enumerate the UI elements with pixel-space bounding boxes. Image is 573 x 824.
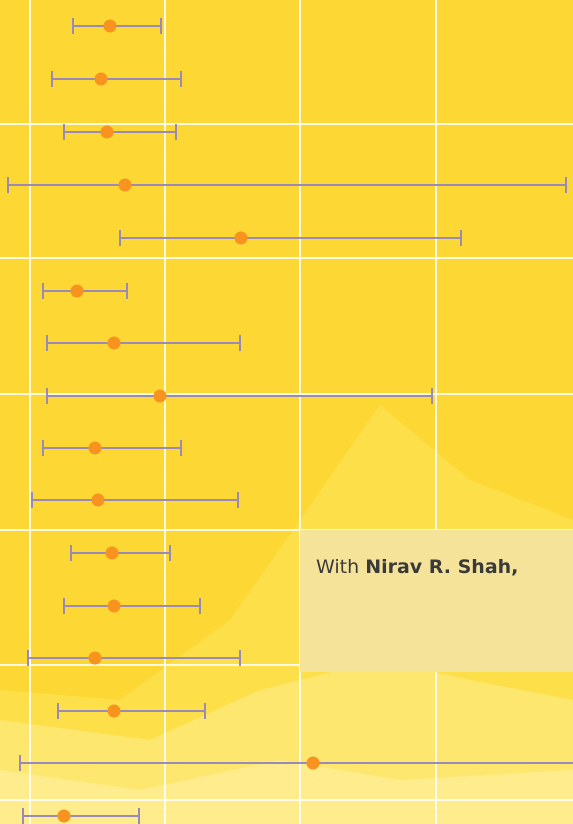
point (101, 126, 114, 139)
caption-lead: With (316, 556, 359, 578)
point (71, 285, 84, 298)
point (119, 179, 132, 192)
point (92, 494, 105, 507)
point (58, 810, 71, 823)
caption-name: Nirav R. Shah, (365, 556, 518, 578)
point (104, 20, 117, 33)
caption-box (300, 530, 573, 672)
point (95, 73, 108, 86)
point (154, 390, 167, 403)
illustration: With Nirav R. Shah, (0, 0, 573, 824)
point (89, 442, 102, 455)
caption: With Nirav R. Shah, (316, 556, 518, 578)
point (108, 705, 121, 718)
point (235, 232, 248, 245)
point (108, 600, 121, 613)
point (108, 337, 121, 350)
page: With Nirav R. Shah, (() => { const data … (0, 0, 573, 824)
point (89, 652, 102, 665)
point (307, 757, 320, 770)
point (106, 547, 119, 560)
